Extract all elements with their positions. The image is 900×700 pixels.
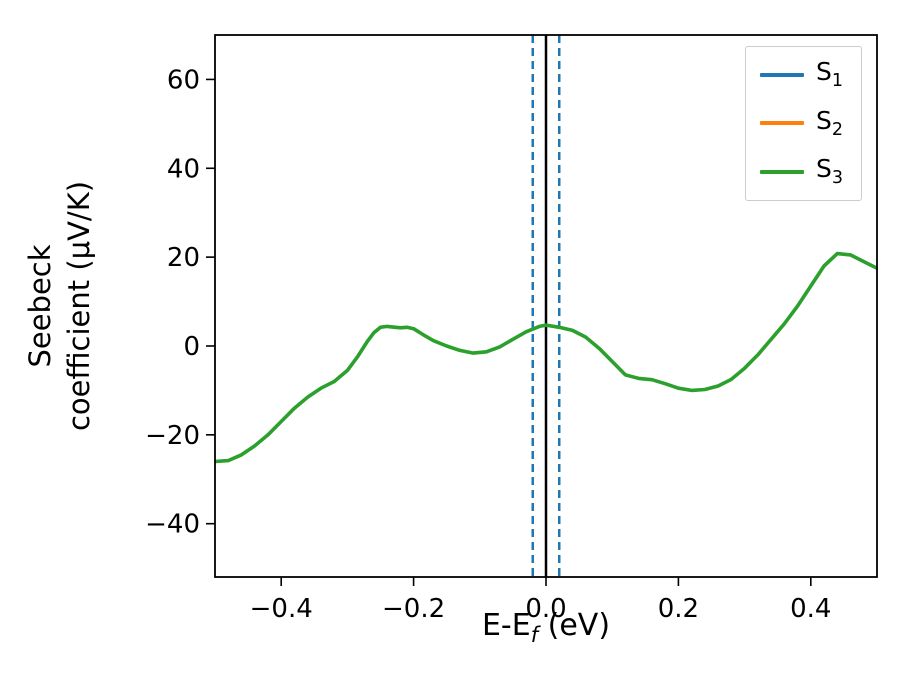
- y-tick-label: 0: [183, 332, 200, 362]
- y-axis-label: Seebeck coefficient (μV/K): [21, 26, 105, 586]
- y-tick-label: 20: [167, 243, 200, 273]
- legend-entry-s3: S3: [759, 154, 843, 188]
- legend-line-s3: [759, 169, 804, 174]
- y-tick-label: 60: [167, 65, 200, 95]
- x-axis-label-main: E-E: [481, 608, 531, 643]
- y-axis-label-line2: coefficient (μV/K): [62, 180, 96, 432]
- x-axis-label: E-Ef (eV): [215, 608, 877, 647]
- axes-spines: [214, 34, 878, 578]
- legend-label-s3: S3: [815, 154, 843, 188]
- x-axis-label-sub: f: [530, 623, 539, 647]
- x-tick-label: −0.4: [250, 594, 313, 624]
- legend-entry-s2: S2: [759, 105, 843, 140]
- y-tick-label: −20: [145, 421, 200, 451]
- legend: S1 S2 S3: [744, 46, 862, 201]
- x-axis-label-rest: (eV): [538, 608, 611, 643]
- series-s3-curve: [215, 251, 877, 464]
- legend-line-s2: [759, 121, 804, 126]
- x-tick-label: 0.2: [658, 594, 699, 624]
- y-tick-label: −40: [145, 510, 200, 540]
- legend-label-s2: S2: [815, 105, 843, 140]
- x-tick-label: 0.0: [525, 594, 566, 624]
- y-axis-label-line1: Seebeck: [23, 244, 57, 368]
- x-tick-label: 0.4: [790, 594, 831, 624]
- legend-line-s1: [759, 72, 804, 77]
- x-tick-label: −0.2: [382, 594, 445, 624]
- legend-entry-s1: S1: [759, 57, 843, 91]
- y-tick-label: 40: [167, 154, 200, 184]
- legend-label-s1: S1: [815, 57, 843, 91]
